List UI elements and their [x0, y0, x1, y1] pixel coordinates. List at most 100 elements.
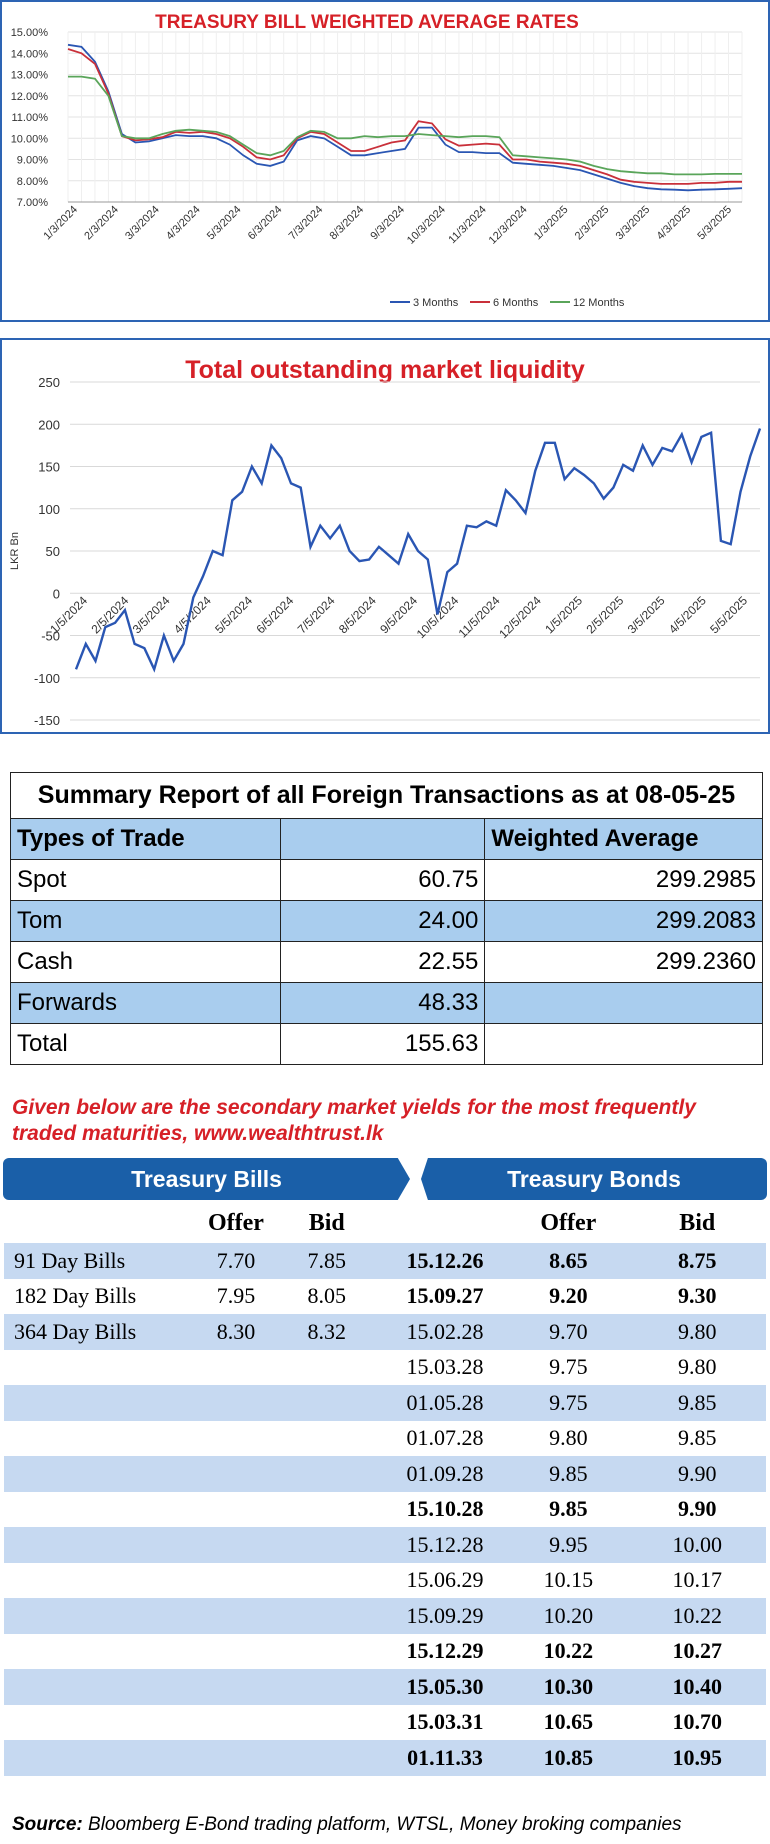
x-tick-label: 1/3/2024	[41, 204, 80, 243]
table-row: Tom 24.00 299.2083	[10, 900, 763, 942]
treasury-bills-header: Treasury Bills	[3, 1158, 410, 1200]
fx-cell: Forwards	[10, 982, 281, 1024]
yields-intro: Given below are the secondary market yie…	[12, 1096, 696, 1145]
fx-header-volume	[279, 818, 486, 860]
x-tick-label: 5/3/2024	[205, 204, 244, 243]
fx-cell: 299.2083	[484, 900, 763, 942]
bond-bid: 10.27	[628, 1633, 766, 1669]
bond-bid: 9.90	[628, 1491, 766, 1527]
x-tick-label: 3/5/2024	[130, 593, 173, 636]
table-row: 15.03.31 10.65 10.70	[4, 1704, 766, 1740]
bond-maturity: 15.12.29	[381, 1633, 509, 1669]
bond-maturity: 15.12.28	[381, 1527, 509, 1563]
table-row: Cash 22.55 299.2360	[10, 941, 763, 983]
x-tick-label: 8/5/2024	[336, 593, 379, 636]
bill-bid: 8.32	[271, 1314, 382, 1350]
bond-offer: 10.20	[508, 1598, 629, 1634]
fx-table-title: Summary Report of all Foreign Transactio…	[10, 772, 763, 819]
chart-title: TREASURY BILL WEIGHTED AVERAGE RATES	[155, 12, 579, 33]
bill-name: 182 Day Bills	[4, 1278, 201, 1314]
x-tick-label: 3/5/2025	[625, 593, 668, 636]
empty-cell	[4, 1598, 201, 1634]
table-row: 15.03.28 9.75 9.80	[4, 1349, 766, 1385]
x-tick-label: 7/3/2024	[287, 204, 326, 243]
liquidity-chart: Total outstanding market liquidity 250 200…	[0, 338, 770, 734]
legend-label-1: 6 Months	[493, 297, 539, 309]
y-tick-label: -100	[34, 671, 60, 686]
empty-cell	[271, 1669, 382, 1705]
y-tick-label: 7.00%	[17, 197, 48, 209]
table-row: 01.07.28 9.80 9.85	[4, 1420, 766, 1456]
source-text: Bloomberg E-Bond trading platform, WTSL,…	[82, 1814, 682, 1835]
bond-offer: 9.70	[508, 1314, 629, 1350]
bill-offer: 8.30	[200, 1314, 272, 1350]
x-tick-label: 1/3/2025	[532, 204, 571, 243]
empty-cell	[200, 1740, 272, 1776]
series-line-2	[68, 75, 742, 176]
x-tick-label: 2/3/2025	[573, 204, 612, 243]
fx-cell	[484, 1023, 763, 1065]
bond-offer: 9.75	[508, 1349, 629, 1385]
y-tick-label: -150	[34, 713, 60, 728]
yields-column-header-row: Offer Bid Offer Bid	[4, 1203, 766, 1243]
bond-bid: 10.17	[628, 1562, 766, 1598]
x-tick-label: 6/5/2024	[253, 593, 296, 636]
bond-maturity: 01.05.28	[381, 1385, 509, 1421]
bond-maturity: 15.03.31	[381, 1704, 509, 1740]
bill-bid: 8.05	[271, 1278, 382, 1314]
bonds-maturity-header	[381, 1203, 509, 1243]
bond-bid: 10.00	[628, 1527, 766, 1563]
y-tick-label: 9.00%	[17, 155, 48, 167]
bond-offer: 10.30	[508, 1669, 629, 1705]
table-row: 01.11.33 10.85 10.95	[4, 1740, 766, 1776]
table-row: Total 155.63	[10, 1023, 763, 1065]
y-tick-label: 0	[53, 586, 60, 601]
empty-cell	[4, 1385, 201, 1421]
empty-cell	[271, 1349, 382, 1385]
fx-cell: 22.55	[279, 941, 486, 983]
table-row: 01.05.28 9.75 9.85	[4, 1385, 766, 1421]
bond-bid: 10.95	[628, 1740, 766, 1776]
table-row: 01.09.28 9.85 9.90	[4, 1456, 766, 1492]
y-tick-label: 13.00%	[11, 70, 49, 82]
empty-cell	[200, 1669, 272, 1705]
table-row: 182 Day Bills 7.95 8.05 15.09.27 9.20 9.30	[4, 1278, 766, 1314]
fx-cell: Tom	[10, 900, 281, 942]
empty-cell	[4, 1669, 201, 1705]
bonds-bid-header: Bid	[628, 1203, 766, 1243]
x-tick-label: 12/3/2024	[487, 204, 530, 247]
fx-cell	[484, 982, 763, 1024]
empty-cell	[4, 1456, 201, 1492]
liquidity-plot: Total outstanding market liquidity 250 200…	[9, 356, 762, 728]
empty-cell	[271, 1633, 382, 1669]
table-row: 15.05.30 10.30 10.40	[4, 1669, 766, 1705]
empty-cell	[200, 1456, 272, 1492]
table-row: 15.09.29 10.20 10.22	[4, 1598, 766, 1634]
x-tick-label: 7/5/2024	[295, 593, 338, 636]
empty-cell	[271, 1420, 382, 1456]
y-axis-label: LKR Bn	[9, 532, 21, 570]
table-row: 91 Day Bills 7.70 7.85 15.12.26 8.65 8.75	[4, 1243, 766, 1279]
bond-bid: 9.80	[628, 1314, 766, 1350]
bond-maturity: 15.09.27	[381, 1278, 509, 1314]
yields-table: Offer Bid Offer Bid 91 Day Bills 7.70 7.85 15.1…	[4, 1203, 766, 1776]
bill-name: 364 Day Bills	[4, 1314, 201, 1350]
empty-cell	[271, 1385, 382, 1421]
bond-offer: 9.80	[508, 1420, 629, 1456]
y-tick-label: 250	[38, 375, 60, 390]
empty-cell	[4, 1633, 201, 1669]
x-tick-label: 12/5/2024	[496, 593, 544, 641]
empty-cell	[4, 1740, 201, 1776]
x-tick-label: 4/3/2024	[164, 204, 203, 243]
empty-cell	[4, 1562, 201, 1598]
empty-cell	[4, 1349, 201, 1385]
empty-cell	[271, 1740, 382, 1776]
y-tick-label: 200	[38, 417, 60, 432]
fx-cell: 155.63	[279, 1023, 486, 1065]
table-row: 15.12.28 9.95 10.00	[4, 1527, 766, 1563]
empty-cell	[4, 1420, 201, 1456]
legend-label-0: 3 Months	[413, 297, 459, 309]
empty-cell	[4, 1491, 201, 1527]
bond-bid: 8.75	[628, 1243, 766, 1279]
bond-bid: 9.90	[628, 1456, 766, 1492]
